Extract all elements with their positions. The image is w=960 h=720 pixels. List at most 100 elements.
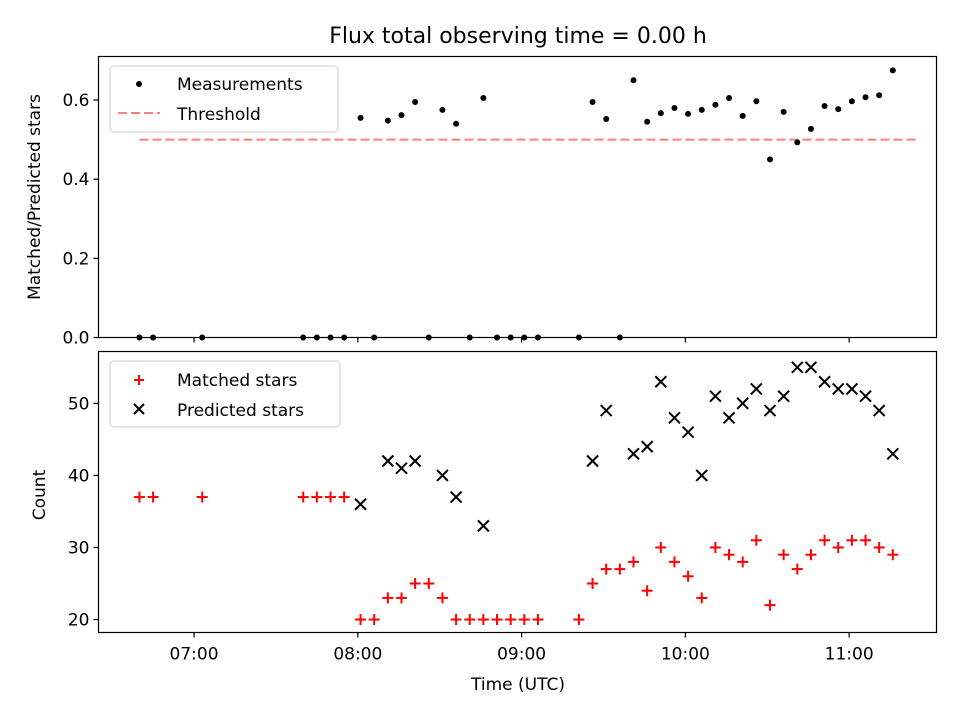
predicted-point — [586, 454, 599, 468]
matched-point — [297, 491, 309, 503]
matched-point — [477, 614, 489, 626]
predicted-point — [791, 361, 804, 374]
y-tick-label: 0.4 — [62, 170, 89, 190]
measurement-point — [657, 110, 664, 117]
legend-marker-measurements — [136, 81, 142, 87]
predicted-point — [640, 440, 654, 453]
matched-point — [682, 570, 694, 582]
matched-point — [846, 534, 858, 546]
y-tick-label: 50 — [68, 394, 90, 414]
measurement-point — [753, 98, 760, 105]
matched-point — [450, 614, 462, 626]
matched-point — [887, 549, 899, 561]
measurement-point — [862, 94, 869, 101]
legend-marker-predicted — [133, 403, 145, 415]
matched-point — [382, 592, 394, 604]
matched-point — [491, 614, 503, 626]
predicted-point — [818, 375, 831, 388]
legend-marker-matched — [134, 375, 144, 385]
matched-point — [368, 614, 380, 626]
matched-point — [133, 491, 145, 503]
predicted-point — [436, 469, 449, 482]
predicted-point — [886, 447, 900, 461]
legend-bottom: Matched stars Predicted stars — [109, 360, 341, 428]
axes-frame-top — [97, 55, 938, 339]
x-tick-label: 07:00 — [170, 645, 219, 665]
matched-point — [628, 556, 640, 568]
matched-point — [587, 578, 599, 590]
measurement-point — [630, 77, 637, 84]
legend-label-predicted: Predicted stars — [177, 401, 304, 421]
measurement-point — [357, 114, 364, 121]
measurement-point — [603, 116, 610, 123]
legend-box-bottom — [109, 360, 341, 428]
xlabel-time: Time (UTC) — [470, 675, 565, 695]
predicted-point — [627, 447, 640, 461]
matched-point — [819, 534, 831, 546]
measurement-point — [412, 99, 419, 106]
matched-point — [696, 592, 708, 604]
ylabel-ratio: Matched/Predicted stars — [25, 94, 45, 300]
ylabel-count: Count — [30, 469, 50, 520]
x-tick-label: 09:00 — [497, 645, 546, 665]
matched-point — [311, 491, 323, 503]
matched-point — [860, 534, 872, 546]
predicted-point — [654, 375, 668, 388]
predicted-point — [681, 425, 695, 439]
measurement-point — [453, 120, 460, 127]
chart-title: Flux total observing time = 0.00 h — [329, 24, 707, 49]
matched-point — [873, 541, 885, 553]
x-tick-label: 08:00 — [333, 645, 382, 665]
matched-point — [355, 614, 367, 626]
matched-point — [600, 563, 612, 575]
predicted-point — [354, 498, 367, 511]
y-tick-label: 40 — [68, 466, 90, 486]
y-tick-label: 20 — [68, 611, 90, 631]
matched-point — [573, 614, 585, 626]
measurement-point — [671, 104, 678, 111]
y-tick-label: 0.6 — [62, 91, 89, 111]
measurement-point — [766, 156, 773, 163]
measurement-point — [439, 106, 446, 113]
axes-frame-bottom — [97, 350, 938, 634]
panel-counts: Count Time (UTC) 07:00 08:00 09:00 10:00 11:… — [30, 350, 938, 695]
measurement-point — [685, 110, 692, 117]
measurement-point — [398, 112, 405, 119]
measurement-point — [794, 139, 801, 146]
predicted-point — [804, 361, 818, 374]
legend-top: Measurements Threshold — [109, 65, 339, 133]
matched-point — [668, 556, 680, 568]
measurement-point — [835, 106, 842, 113]
predicted-point — [750, 382, 763, 396]
matched-point — [518, 614, 530, 626]
matched-point — [436, 592, 448, 604]
x-tick-label: 10:00 — [661, 645, 710, 665]
legend-label-measurements: Measurements — [177, 75, 303, 95]
measurement-point — [821, 102, 828, 109]
measurement-point — [889, 67, 896, 74]
y-tick-label: 0.2 — [62, 249, 89, 269]
measurement-point — [848, 98, 855, 105]
predicted-point — [722, 411, 736, 424]
predicted-point — [600, 404, 613, 417]
legend-label-matched: Matched stars — [177, 371, 297, 391]
matched-point — [464, 614, 476, 626]
matched-point — [805, 549, 817, 561]
legend-label-threshold: Threshold — [176, 105, 261, 125]
predicted-point — [736, 397, 749, 410]
predicted-point — [449, 490, 463, 504]
matched-point — [832, 541, 844, 553]
matched-point — [395, 592, 407, 604]
y-tick-label: 30 — [68, 538, 90, 558]
matched-point — [709, 541, 721, 553]
matched-point — [750, 534, 762, 546]
x-tick-label: 11:00 — [825, 645, 874, 665]
matched-point — [737, 556, 749, 568]
y-tick-label: 0.0 — [62, 329, 89, 349]
predicted-point — [381, 454, 395, 468]
predicted-point — [777, 389, 790, 403]
measurement-point — [780, 108, 787, 115]
predicted-point — [709, 389, 722, 403]
matched-point — [791, 563, 803, 575]
